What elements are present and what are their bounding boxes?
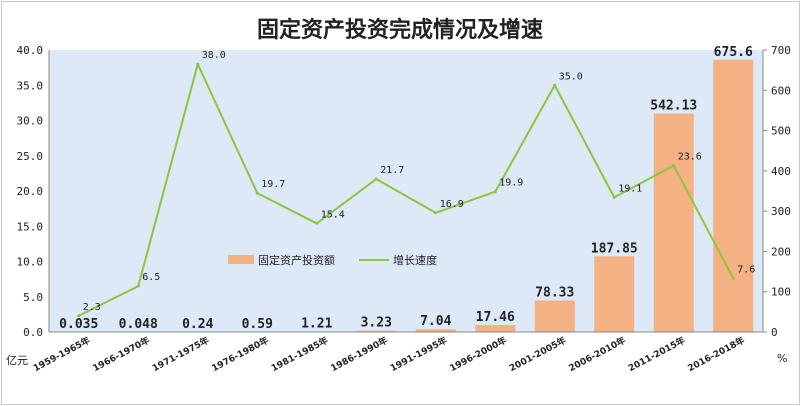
right-axis-unit: % [777, 352, 787, 365]
right-tick-label: 300 [771, 205, 791, 218]
line-point [612, 195, 616, 199]
line-value-label: 6.5 [142, 272, 160, 283]
bar [594, 256, 635, 332]
right-tick-label: 0 [771, 326, 778, 339]
line-point [196, 62, 200, 66]
line-point [434, 211, 438, 215]
x-tick-label: 1996-2000年 [448, 334, 509, 374]
legend-label-bar: 固定资产投资额 [258, 253, 335, 267]
line-value-label: 15.4 [321, 209, 345, 220]
line-value-label: 7.6 [737, 264, 755, 275]
legend-swatch-bar [228, 255, 254, 264]
bar [415, 329, 456, 332]
right-tick-label: 700 [771, 44, 791, 57]
bar-value-label: 542.13 [650, 99, 697, 114]
x-tick-label: 2011-2015年 [626, 334, 687, 374]
x-tick-label: 1971-1975年 [150, 334, 211, 374]
line-point [315, 221, 319, 225]
bar-value-label: 0.048 [119, 317, 158, 332]
left-tick-label: 30.0 [17, 115, 44, 128]
right-tick-label: 500 [771, 125, 791, 138]
right-axis: 0 100 200 300 400 500 600 700 [762, 44, 791, 339]
left-tick-label: 35.0 [17, 79, 44, 92]
line-point [553, 83, 557, 87]
line-point [374, 177, 378, 181]
left-tick-label: 15.0 [17, 220, 44, 233]
line-value-label: 35.0 [559, 71, 583, 82]
bar [356, 330, 397, 332]
line-value-label: 19.9 [499, 178, 523, 189]
x-tick-label: 1976-1980年 [210, 334, 271, 374]
x-tick-label: 1986-1990年 [329, 334, 390, 374]
line-value-label: 2.3 [83, 302, 101, 313]
bar [534, 300, 575, 332]
x-tick-label: 2001-2005年 [507, 334, 568, 374]
line-value-label: 21.7 [380, 165, 404, 176]
line-value-label: 23.6 [678, 152, 702, 163]
chart-title: 固定资产投资完成情况及增速 [257, 17, 543, 43]
x-tick-label: 2016-2018年 [686, 334, 747, 374]
left-tick-label: 0.0 [23, 326, 43, 339]
x-tick-label: 2006-2010年 [567, 334, 628, 374]
line-point [672, 164, 676, 168]
bar-value-label: 187.85 [591, 241, 638, 256]
left-axis-unit: 亿元 [6, 354, 28, 367]
bar [653, 113, 694, 332]
left-tick-label: 10.0 [17, 256, 44, 269]
left-tick-label: 25.0 [17, 150, 44, 163]
bar [713, 59, 754, 333]
right-tick-label: 400 [771, 165, 791, 178]
line-value-label: 19.7 [261, 179, 285, 190]
x-tick-label: 1966-1970年 [91, 334, 152, 374]
legend-label-line: 增长速度 [393, 253, 437, 267]
bar-value-label: 7.04 [420, 314, 451, 329]
x-tick-label: 1991-1995年 [388, 334, 449, 374]
left-axis: 0.0 5.0 10.0 15.0 20.0 25.0 30.0 35.0 40.0 [17, 44, 50, 339]
line-point [77, 314, 81, 318]
left-tick-label: 5.0 [23, 291, 43, 304]
x-tick-label: 1959-1965年 [31, 334, 92, 374]
plot-area [49, 50, 763, 332]
bar-value-label: 675.6 [714, 45, 753, 60]
bar-value-label: 0.59 [242, 317, 273, 332]
legend: 固定资产投资额 增长速度 [228, 253, 437, 267]
x-tick-label: 1981-1985年 [269, 334, 330, 374]
bar-value-label: 0.24 [182, 317, 213, 332]
bar-value-label: 17.46 [476, 310, 515, 325]
bar-value-label: 3.23 [361, 316, 392, 331]
bar-value-label: 1.21 [301, 317, 332, 332]
line-point [255, 191, 259, 195]
x-axis: 1959-1965年 1966-1970年 1971-1975年 1976-1980年… [31, 331, 763, 374]
bar [475, 324, 516, 332]
growth-line [78, 63, 735, 317]
bar-value-label: 0.035 [59, 317, 98, 332]
line-point [136, 284, 140, 288]
line-value-label: 38.0 [202, 50, 226, 61]
line-value-label: 16.9 [440, 199, 464, 210]
line-point [493, 190, 497, 194]
right-tick-label: 600 [771, 84, 791, 97]
bar-series: 0.035 0.048 0.24 0.59 1.21 3.23 7.04 17.46 78.33… [58, 45, 754, 333]
line-point [731, 276, 735, 280]
line-value-label: 19.1 [618, 183, 642, 194]
left-tick-label: 20.0 [17, 185, 44, 198]
right-tick-label: 200 [771, 245, 791, 258]
bar-value-label: 78.33 [535, 285, 574, 300]
line-series: 2.3 6.5 38.0 19.7 15.4 21.7 16.9 19.9 35.0 19.1 23… [77, 50, 755, 318]
left-tick-label: 40.0 [17, 44, 44, 57]
right-tick-label: 100 [771, 286, 791, 299]
